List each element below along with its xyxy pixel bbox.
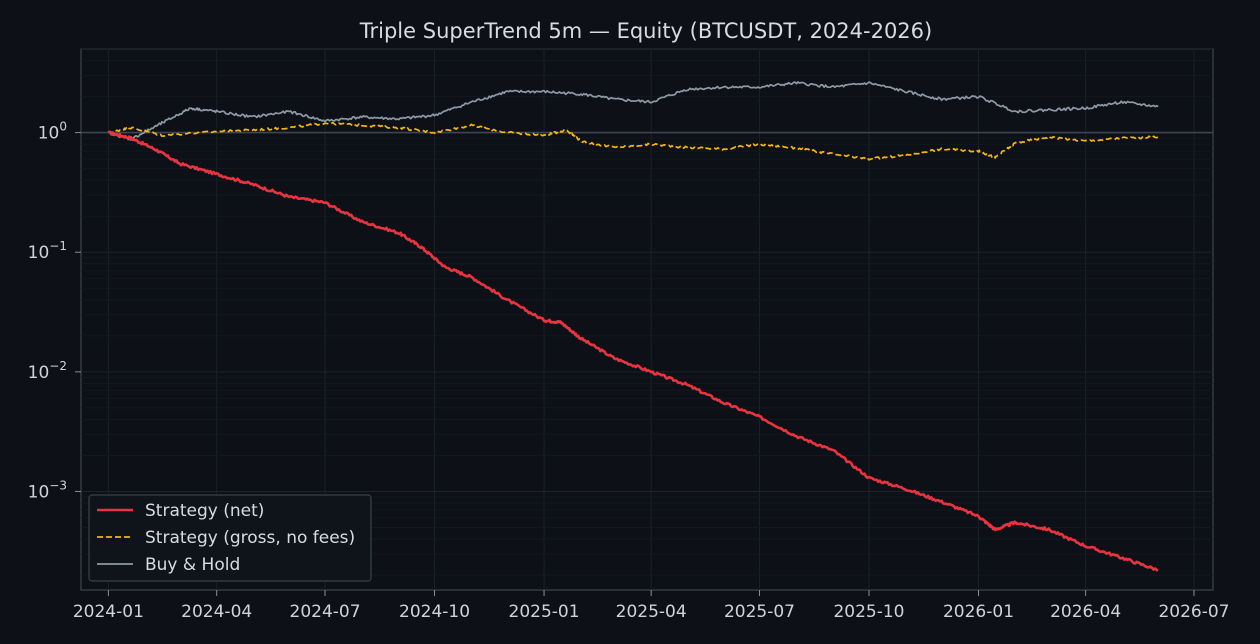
series-line-gross [107,121,1159,161]
y-tick-label: 10−1 [28,239,67,263]
x-tick-label: 2024-07 [290,602,361,622]
series-layer [107,81,1159,572]
legend-box [88,494,372,582]
legend-label: Buy & Hold [145,555,240,575]
x-tick-label: 2026-01 [943,602,1014,622]
series-line-buy-hold [107,81,1159,141]
series-line-net [107,130,1159,572]
x-tick-label: 2024-01 [73,602,144,622]
axis-layer: 2024-01 2024-04 2024-07 2024-10 2025-01 2025-… [28,120,1230,622]
x-tick-label: 2025-07 [724,602,795,622]
x-tick-label: 2026-04 [1050,602,1121,622]
legend-label: Strategy (net) [145,501,264,521]
x-tick-label: 2025-10 [833,602,904,622]
legend: Strategy (net) Strategy (gross, no fees) B… [88,494,372,582]
legend-label: Strategy (gross, no fees) [145,528,355,548]
x-tick-label: 2026-07 [1158,602,1229,622]
x-tick-label: 2024-10 [399,602,470,622]
y-tick-label: 10−3 [28,478,67,502]
y-tick-label: 100 [38,120,67,144]
x-tick-label: 2024-04 [181,602,252,622]
y-tick-label: 10−2 [28,359,67,383]
x-tick-label: 2025-01 [509,602,580,622]
chart-title: Triple SuperTrend 5m — Equity (BTCUSDT, … [359,19,932,43]
x-tick-label: 2025-04 [616,602,687,622]
